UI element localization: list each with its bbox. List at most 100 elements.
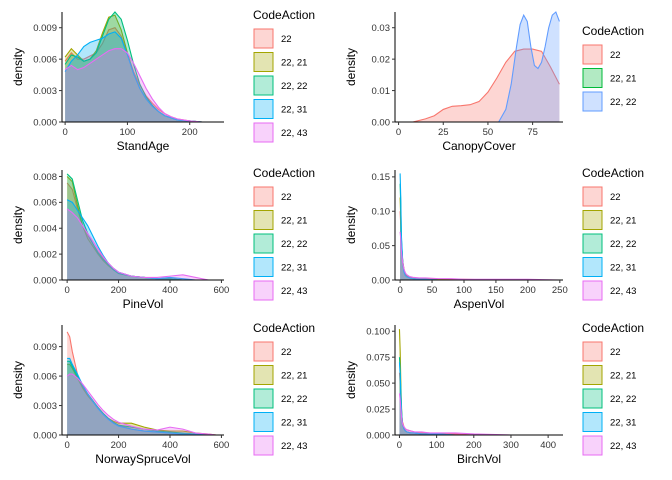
legend-label: 22, 43 xyxy=(610,286,636,297)
legend-key xyxy=(253,257,274,277)
x-tick-label: 600 xyxy=(213,440,229,451)
y-tick-label: 0.006 xyxy=(33,198,57,209)
legend-title: CodeAction xyxy=(253,166,315,180)
legend-label: 22 xyxy=(610,192,621,203)
legend-title: CodeAction xyxy=(253,8,315,22)
legend-key xyxy=(253,341,274,362)
legend: CodeAction 22 22, 21 22, 22 22, 31 22, 43 xyxy=(253,8,315,143)
density-area-22-22 xyxy=(400,183,560,280)
x-tick-label: 200 xyxy=(182,127,198,138)
density-line-22-22 xyxy=(67,360,217,436)
x-axis-title: StandAge xyxy=(117,139,170,153)
y-tick-label: 0.050 xyxy=(366,378,390,389)
density-line-22-31 xyxy=(64,31,215,123)
legend-key xyxy=(582,388,603,409)
legend-label: 22, 31 xyxy=(281,105,307,116)
y-tick-label: 0.000 xyxy=(366,430,390,441)
legend-key xyxy=(253,28,274,49)
y-tick-label: 0.000 xyxy=(33,275,57,286)
legend-label: 22, 21 xyxy=(281,216,307,227)
legend-label: 22, 22 xyxy=(281,394,307,405)
legend-label: 22, 43 xyxy=(281,286,307,297)
legend-key xyxy=(582,186,603,207)
density-area-22-22 xyxy=(67,361,217,435)
legend-label: 22, 22 xyxy=(610,394,636,405)
y-tick-label: 0.006 xyxy=(33,54,57,65)
legend-key xyxy=(582,280,603,301)
y-tick-label: 0.05 xyxy=(372,241,391,252)
panel-standage: 0.000 0.003 0.006 0.009 0 100 200 StandAge densi… xyxy=(11,8,315,153)
x-axis-title: NorwaySpruceVol xyxy=(95,452,190,466)
density-line-22-43 xyxy=(399,231,560,281)
legend-label: 22, 21 xyxy=(610,371,636,382)
legend-key xyxy=(253,365,274,385)
legend: CodeAction 22 22, 21 22, 22 xyxy=(582,24,644,112)
legend-key xyxy=(582,412,603,432)
legend-key xyxy=(582,233,603,254)
legend: CodeAction 22 22, 21 22, 22 22, 31 22, 43 xyxy=(253,321,315,456)
density-area-22-31 xyxy=(399,362,560,435)
density-area-22-22 xyxy=(65,12,215,122)
panel-canopycover: 0.00 0.01 0.02 0.03 0 25 50 75 CanopyCover densit… xyxy=(344,11,644,153)
legend: CodeAction 22 22, 21 22, 22 22, 31 22, 43 xyxy=(253,166,315,301)
legend-key xyxy=(582,341,603,362)
y-tick-label: 0.000 xyxy=(33,117,57,128)
x-tick-label: 100 xyxy=(119,127,135,138)
density-area-22 xyxy=(65,27,215,122)
legend-title: CodeAction xyxy=(253,321,315,335)
y-tick-label: 0.003 xyxy=(33,86,57,97)
density-area-22-21 xyxy=(67,176,217,280)
y-tick-label: 0.008 xyxy=(33,172,57,183)
y-tick-label: 0.025 xyxy=(366,404,390,415)
legend-key xyxy=(582,435,603,456)
legend-label: 22, 22 xyxy=(610,239,636,250)
density-line-22-43 xyxy=(64,48,215,123)
panel-pinevol: 0.000 0.002 0.004 0.006 0.008 0 200 400 600 PineV… xyxy=(11,166,315,311)
y-tick-label: 0.10 xyxy=(372,207,391,218)
legend-title: CodeAction xyxy=(582,321,644,335)
density-area-22 xyxy=(399,372,560,435)
x-axis-title: AspenVol xyxy=(454,297,505,311)
density-area-22-43 xyxy=(399,393,560,435)
x-axis-title: PineVol xyxy=(123,297,164,311)
density-line-22 xyxy=(399,211,560,281)
density-line-22-31 xyxy=(399,173,560,281)
legend-label: 22, 21 xyxy=(281,58,307,69)
y-axis-title: density xyxy=(344,361,358,399)
legend-label: 22, 43 xyxy=(281,441,307,452)
y-tick-label: 0.009 xyxy=(33,342,57,353)
density-line-22-43 xyxy=(66,208,217,281)
legend-label: 22, 43 xyxy=(610,441,636,452)
density-line-22 xyxy=(398,372,560,436)
panel-birchvol: 0.000 0.025 0.050 0.075 0.100 0 100 200 300 400 Bi… xyxy=(344,321,644,466)
y-tick-label: 0.01 xyxy=(372,86,391,97)
x-tick-label: 0 xyxy=(64,285,69,296)
x-tick-label: 200 xyxy=(466,440,482,451)
x-tick-label: 50 xyxy=(483,127,494,138)
density-area-22-22 xyxy=(67,173,217,280)
legend-label: 22, 22 xyxy=(281,239,307,250)
legend: CodeAction 22 22, 21 22, 22 22, 31 22, 43 xyxy=(582,166,644,301)
density-line-22-22 xyxy=(398,357,560,436)
density-area-22-21 xyxy=(400,197,560,280)
y-axis-title: density xyxy=(344,48,358,86)
density-area-22-22 xyxy=(399,357,560,435)
x-tick-label: 0 xyxy=(62,127,67,138)
legend-key xyxy=(253,233,274,254)
x-tick-label: 75 xyxy=(527,127,538,138)
legend-label: 22 xyxy=(281,347,292,358)
density-area-22 xyxy=(412,49,560,123)
x-tick-label: 300 xyxy=(503,440,519,451)
y-tick-label: 0.002 xyxy=(33,249,57,260)
x-tick-label: 600 xyxy=(213,285,229,296)
legend-label: 22 xyxy=(281,192,292,203)
legend-label: 22, 22 xyxy=(281,81,307,92)
y-tick-label: 0.00 xyxy=(372,117,391,128)
y-tick-label: 0.02 xyxy=(372,54,391,65)
legend-key xyxy=(582,68,603,88)
legend-label: 22, 31 xyxy=(281,418,307,429)
density-area-22 xyxy=(67,182,217,280)
density-line-22-43 xyxy=(398,393,560,436)
x-tick-label: 0 xyxy=(396,127,401,138)
density-line-22-22 xyxy=(399,183,560,281)
